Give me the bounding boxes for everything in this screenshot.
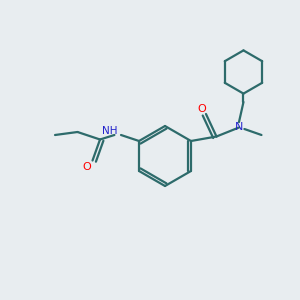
Text: O: O xyxy=(83,161,92,172)
Text: NH: NH xyxy=(102,126,117,136)
Text: N: N xyxy=(235,122,243,133)
Text: O: O xyxy=(197,103,206,114)
